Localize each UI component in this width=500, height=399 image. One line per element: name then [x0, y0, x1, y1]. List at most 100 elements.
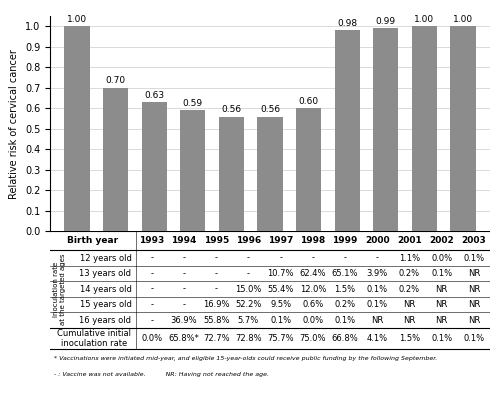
Text: 2000: 2000	[365, 236, 390, 245]
Text: -: -	[279, 253, 282, 263]
Text: 0.56: 0.56	[222, 105, 242, 114]
Text: -: -	[182, 253, 186, 263]
Text: Cumulative initial
inoculation rate: Cumulative initial inoculation rate	[58, 329, 132, 348]
Text: 0.59: 0.59	[182, 99, 203, 108]
Text: -: -	[215, 253, 218, 263]
Text: 0.2%: 0.2%	[334, 300, 355, 309]
Y-axis label: Relative risk of cervical cancer: Relative risk of cervical cancer	[10, 49, 20, 199]
Text: Birth year: Birth year	[68, 236, 118, 245]
Text: NR: NR	[404, 300, 415, 309]
Bar	[412, 26, 437, 231]
Text: 1995: 1995	[204, 236, 229, 245]
Text: 75.0%: 75.0%	[300, 334, 326, 343]
Text: 2001: 2001	[397, 236, 422, 245]
Text: 52.2%: 52.2%	[236, 300, 262, 309]
Text: 1.1%: 1.1%	[399, 253, 420, 263]
Text: 12.0%: 12.0%	[300, 284, 326, 294]
Text: 4.1%: 4.1%	[366, 334, 388, 343]
Text: NR: NR	[468, 300, 480, 309]
Text: - : Vaccine was not available.          NR: Having not reached the age.: - : Vaccine was not available. NR: Havin…	[54, 372, 270, 377]
Text: 16.9%: 16.9%	[203, 300, 230, 309]
Text: 0.2%: 0.2%	[399, 269, 420, 278]
Text: -: -	[312, 253, 314, 263]
Text: 9.5%: 9.5%	[270, 300, 291, 309]
Text: 0.2%: 0.2%	[399, 284, 420, 294]
Text: 0.6%: 0.6%	[302, 300, 324, 309]
Text: 1997: 1997	[268, 236, 293, 245]
Text: 1993: 1993	[140, 236, 164, 245]
Text: 1.5%: 1.5%	[399, 334, 420, 343]
Text: -: -	[215, 284, 218, 294]
Bar	[180, 111, 206, 231]
Text: 62.4%: 62.4%	[300, 269, 326, 278]
Text: 1.00: 1.00	[453, 15, 473, 24]
Text: NR: NR	[468, 316, 480, 325]
Text: Inoculation rate
at the targeted ages: Inoculation rate at the targeted ages	[53, 253, 66, 325]
Text: -: -	[150, 269, 154, 278]
Text: 72.7%: 72.7%	[203, 334, 230, 343]
Text: 5.7%: 5.7%	[238, 316, 259, 325]
Text: 0.1%: 0.1%	[366, 300, 388, 309]
Text: -: -	[376, 253, 379, 263]
Text: 1.5%: 1.5%	[334, 284, 355, 294]
Text: NR: NR	[468, 284, 480, 294]
Text: 1.00: 1.00	[414, 15, 434, 24]
Text: 66.8%: 66.8%	[332, 334, 358, 343]
Text: 1998: 1998	[300, 236, 326, 245]
Text: 36.9%: 36.9%	[171, 316, 198, 325]
Text: -: -	[150, 316, 154, 325]
Text: 0.70: 0.70	[106, 76, 126, 85]
Bar	[373, 28, 398, 231]
Text: -: -	[150, 300, 154, 309]
Bar	[334, 30, 359, 231]
Text: 0.98: 0.98	[337, 19, 357, 28]
Text: 0.0%: 0.0%	[431, 253, 452, 263]
Text: 0.1%: 0.1%	[270, 316, 291, 325]
Text: 1994: 1994	[172, 236, 197, 245]
Text: NR: NR	[371, 316, 384, 325]
Bar	[450, 26, 475, 231]
Text: 0.0%: 0.0%	[142, 334, 163, 343]
Text: 1996: 1996	[236, 236, 261, 245]
Text: -: -	[182, 284, 186, 294]
Bar	[142, 102, 167, 231]
Text: 0.99: 0.99	[376, 17, 396, 26]
Text: 0.1%: 0.1%	[431, 334, 452, 343]
Text: 65.1%: 65.1%	[332, 269, 358, 278]
Text: 72.8%: 72.8%	[235, 334, 262, 343]
Bar	[219, 117, 244, 231]
Bar	[64, 26, 90, 231]
Text: -: -	[182, 269, 186, 278]
Text: -: -	[150, 253, 154, 263]
Text: 55.4%: 55.4%	[268, 284, 294, 294]
Text: 0.1%: 0.1%	[464, 253, 484, 263]
Text: 2002: 2002	[430, 236, 454, 245]
Bar	[103, 88, 128, 231]
Text: 2003: 2003	[462, 236, 486, 245]
Bar	[296, 108, 321, 231]
Text: 0.0%: 0.0%	[302, 316, 324, 325]
Text: 0.1%: 0.1%	[431, 269, 452, 278]
Text: -: -	[182, 300, 186, 309]
Text: NR: NR	[436, 284, 448, 294]
Text: 3.9%: 3.9%	[366, 269, 388, 278]
Text: NR: NR	[436, 300, 448, 309]
Text: 12 years old: 12 years old	[80, 253, 132, 263]
Text: NR: NR	[404, 316, 415, 325]
Text: NR: NR	[436, 316, 448, 325]
Text: 55.8%: 55.8%	[203, 316, 230, 325]
Text: -: -	[150, 284, 154, 294]
Text: 0.1%: 0.1%	[366, 284, 388, 294]
Bar	[258, 117, 282, 231]
Text: 15 years old: 15 years old	[80, 300, 132, 309]
Text: 75.7%: 75.7%	[268, 334, 294, 343]
Text: 0.1%: 0.1%	[334, 316, 355, 325]
Text: 0.63: 0.63	[144, 91, 165, 100]
Text: 13 years old: 13 years old	[80, 269, 132, 278]
Text: NR: NR	[468, 269, 480, 278]
Text: -: -	[247, 253, 250, 263]
Text: * Vaccinations were initiated mid-year, and eligible 15-year-olds could receive : * Vaccinations were initiated mid-year, …	[54, 356, 438, 361]
Text: 1.00: 1.00	[67, 15, 87, 24]
Text: -: -	[215, 269, 218, 278]
Text: 14 years old: 14 years old	[80, 284, 132, 294]
